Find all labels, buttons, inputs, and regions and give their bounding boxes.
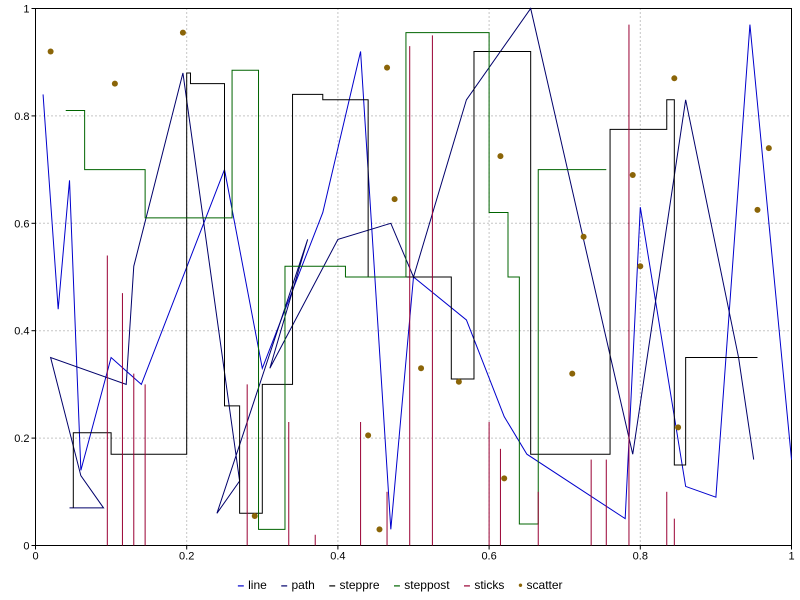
legend-label-line: line — [248, 578, 267, 592]
steppre-steps — [72, 50, 758, 514]
scatter-point — [179, 29, 186, 36]
scatter-point — [580, 233, 587, 240]
axis-tick-labels: 0 0.2 0.4 0.6 0.8 1 0 0.2 0.4 0.6 0.8 1 — [14, 4, 794, 563]
y-tick-label-0.8: 0.8 — [14, 111, 29, 123]
x-tick-label-1: 1 — [788, 551, 794, 563]
series-steppost — [65, 32, 607, 530]
legend-marker-scatter: • — [518, 578, 523, 592]
steppost-steps — [65, 32, 607, 530]
scatter-point — [501, 475, 508, 482]
axis-ticks — [31, 8, 792, 550]
x-tick-label-0.4: 0.4 — [330, 551, 345, 563]
series-path — [49, 7, 755, 514]
plot-border — [35, 8, 792, 546]
scatter-point — [754, 206, 761, 213]
series-scatter — [47, 29, 772, 533]
scatter-point — [455, 378, 462, 385]
legend-label-path: path — [291, 578, 315, 592]
scatter-point — [675, 424, 682, 431]
legend-item-path: – path — [281, 578, 315, 592]
legend-label-sticks: sticks — [474, 578, 505, 592]
scatter-point — [365, 432, 372, 439]
path-polyline — [49, 7, 755, 514]
legend-marker-steppost: – — [393, 578, 401, 592]
legend-marker-sticks: – — [463, 578, 471, 592]
legend-label-scatter: scatter — [526, 578, 563, 592]
scatter-point — [111, 80, 118, 87]
scatter-point — [671, 75, 678, 82]
y-tick-label-0.6: 0.6 — [14, 218, 29, 230]
scatter-point — [391, 196, 398, 203]
legend-item-line: – line — [237, 578, 266, 592]
legend-label-steppre: steppre — [339, 578, 380, 592]
x-tick-label-0: 0 — [32, 551, 38, 563]
legend-marker-line: – — [237, 578, 245, 592]
x-tick-label-0.8: 0.8 — [633, 551, 648, 563]
chart-canvas: 0 0.2 0.4 0.6 0.8 1 0 0.2 0.4 0.6 0.8 1 — [14, 4, 794, 563]
legend-marker-path: – — [280, 578, 288, 592]
series-sticks — [106, 24, 675, 546]
scatter-point — [569, 370, 576, 377]
scatter-point — [251, 512, 258, 519]
legend-item-steppost: – steppost — [394, 578, 450, 592]
scatter-point — [629, 171, 636, 178]
y-tick-label-0.4: 0.4 — [14, 326, 29, 338]
legend: – line – path – steppre – steppost – sticks • scatt… — [0, 578, 800, 592]
y-tick-label-0.2: 0.2 — [14, 433, 29, 445]
scatter-point — [384, 64, 391, 71]
series-steppre — [72, 50, 758, 514]
scatter-point — [637, 263, 644, 270]
y-tick-label-0: 0 — [23, 541, 29, 553]
x-tick-label-0.6: 0.6 — [481, 551, 496, 563]
y-tick-label-1: 1 — [23, 4, 29, 16]
scatter-point — [418, 365, 425, 372]
legend-label-steppost: steppost — [404, 578, 450, 592]
scatter-point — [376, 526, 383, 533]
scatter-point — [765, 145, 772, 152]
legend-item-sticks: – sticks — [464, 578, 505, 592]
scatter-point — [497, 153, 504, 160]
legend-item-steppre: – steppre — [329, 578, 380, 592]
x-tick-label-0.2: 0.2 — [179, 551, 194, 563]
legend-marker-steppre: – — [328, 578, 336, 592]
legend-item-scatter: • scatter — [518, 578, 562, 592]
scatter-point — [47, 48, 54, 55]
